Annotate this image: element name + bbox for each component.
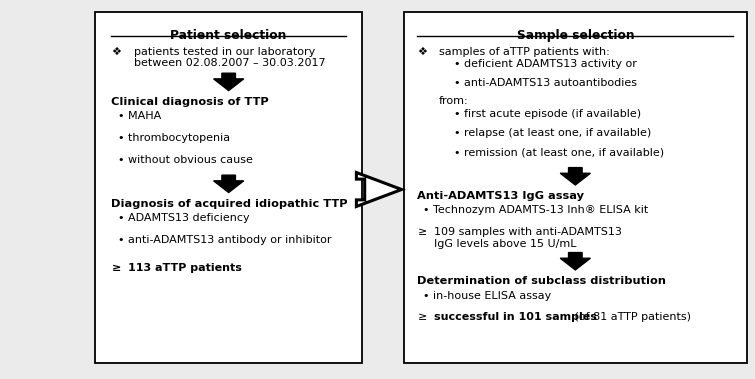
Text: ≥: ≥ [418,227,427,237]
Text: Determination of subclass distribution: Determination of subclass distribution [418,276,667,287]
Text: patients tested in our laboratory: patients tested in our laboratory [134,47,316,57]
Text: • remission (at least one, if available): • remission (at least one, if available) [454,147,664,157]
Text: Sample selection: Sample selection [516,29,634,42]
Text: Patient selection: Patient selection [171,29,287,42]
Text: ≥: ≥ [418,312,427,322]
Text: • ADAMTS13 deficiency: • ADAMTS13 deficiency [118,213,249,223]
Text: • relapse (at least one, if available): • relapse (at least one, if available) [454,128,651,138]
Text: between 02.08.2007 – 30.03.2017: between 02.08.2007 – 30.03.2017 [134,58,325,69]
Text: samples of aTTP patients with:: samples of aTTP patients with: [439,47,609,57]
FancyBboxPatch shape [95,12,362,363]
Text: Diagnosis of acquired idiopathic TTP: Diagnosis of acquired idiopathic TTP [112,199,348,209]
Polygon shape [214,73,244,91]
Text: 109 samples with anti-ADAMTS13: 109 samples with anti-ADAMTS13 [434,227,622,237]
Text: from:: from: [439,96,468,106]
Text: ❖: ❖ [418,47,427,57]
Text: • MAHA: • MAHA [118,111,161,121]
Polygon shape [356,172,402,207]
Text: • Technozym ADAMTS-13 Inh® ELISA kit: • Technozym ADAMTS-13 Inh® ELISA kit [424,205,649,215]
Polygon shape [214,175,244,193]
Text: • anti-ADAMTS13 antibody or inhibitor: • anti-ADAMTS13 antibody or inhibitor [118,235,331,245]
Text: Anti-ADAMTS13 IgG assay: Anti-ADAMTS13 IgG assay [418,191,584,201]
Text: ❖: ❖ [112,47,122,57]
Text: • without obvious cause: • without obvious cause [118,155,252,165]
Text: IgG levels above 15 U/mL: IgG levels above 15 U/mL [434,240,577,249]
Text: • thrombocytopenia: • thrombocytopenia [118,133,230,143]
Polygon shape [560,252,590,270]
Text: successful in 101 samples: successful in 101 samples [434,312,597,322]
Text: (of 81 aTTP patients): (of 81 aTTP patients) [572,312,691,322]
Text: • deficient ADAMTS13 activity or: • deficient ADAMTS13 activity or [454,59,636,69]
Text: 113 aTTP patients: 113 aTTP patients [128,263,242,273]
Polygon shape [560,168,590,185]
Text: • in-house ELISA assay: • in-house ELISA assay [424,291,552,301]
Text: ≥: ≥ [112,263,121,273]
Text: • anti-ADAMTS13 autoantibodies: • anti-ADAMTS13 autoantibodies [454,78,636,88]
FancyBboxPatch shape [404,12,747,363]
Text: • first acute episode (if available): • first acute episode (if available) [454,110,641,119]
Text: Clinical diagnosis of TTP: Clinical diagnosis of TTP [112,97,270,107]
